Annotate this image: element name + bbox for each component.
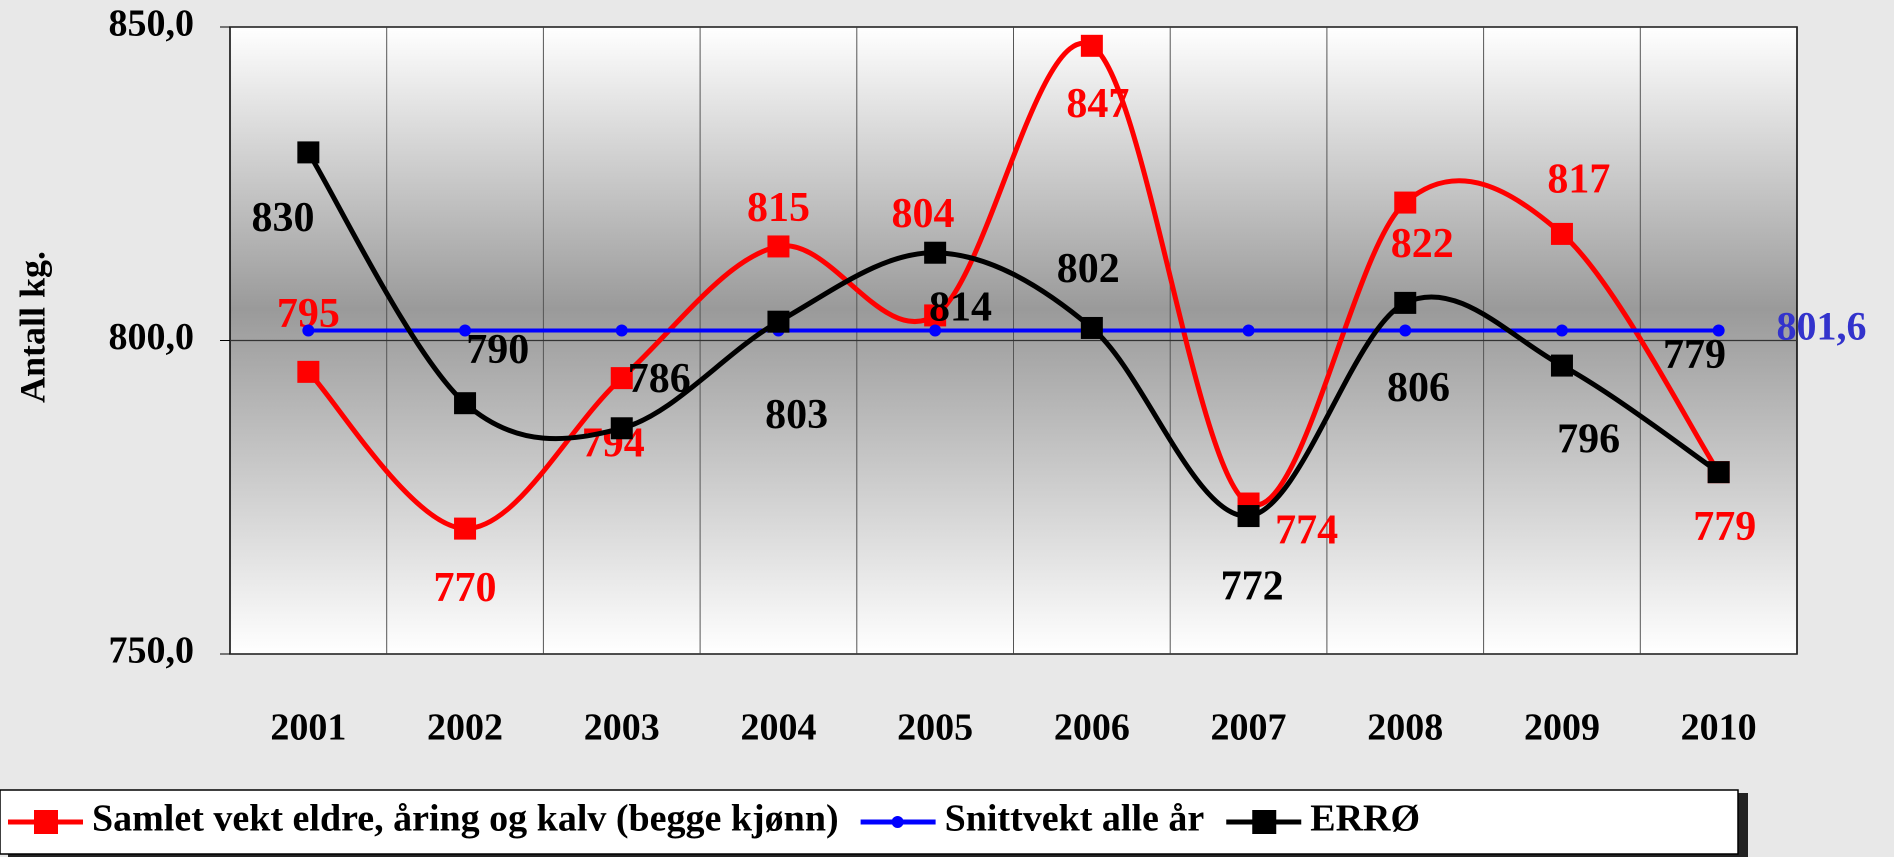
marker [1707,461,1730,484]
data-label: 779 [1663,332,1726,378]
marker [459,324,472,337]
legend-label: Samlet vekt eldre, åring og kalv (begge … [92,798,839,840]
marker [1712,324,1725,337]
data-label: 790 [466,327,529,373]
marker [297,141,320,164]
marker [297,360,320,383]
x-tick-label: 2005 [897,707,973,749]
legend-label: ERRØ [1310,798,1420,840]
marker [610,417,633,440]
x-tick-label: 2002 [427,707,503,749]
data-label: 779 [1693,504,1756,550]
marker [302,324,315,337]
data-label: 772 [1221,564,1284,610]
marker [1399,324,1412,337]
data-label: 801,6 [1777,304,1867,349]
data-label: 796 [1557,417,1620,463]
data-label: 806 [1387,365,1450,411]
x-tick-label: 2008 [1367,707,1443,749]
x-tick-label: 2006 [1054,707,1130,749]
marker [924,241,947,264]
data-label: 817 [1547,157,1610,203]
marker [1242,324,1255,337]
data-label: 804 [892,191,955,237]
data-label: 815 [747,185,810,231]
marker [615,324,628,337]
marker [767,310,790,333]
marker [1550,222,1573,245]
x-tick-label: 2007 [1211,707,1287,749]
data-label: 803 [765,392,828,438]
marker [454,392,477,415]
marker [1080,34,1103,57]
data-label: 814 [929,284,992,330]
y-tick-label: 800,0 [109,316,195,358]
data-label: 786 [628,356,691,402]
x-tick-label: 2004 [740,707,816,749]
x-tick-label: 2001 [270,707,346,749]
legend-marker [34,810,58,834]
x-tick-label: 2010 [1681,707,1757,749]
marker [610,367,633,390]
data-label: 830 [251,195,314,241]
marker [1555,324,1568,337]
marker [1394,291,1417,314]
legend-marker [1252,810,1277,834]
x-tick-label: 2009 [1524,707,1600,749]
series-line [306,151,1721,519]
marker [1080,316,1103,339]
data-label: 847 [1066,81,1129,127]
legend-marker [891,816,904,828]
marker [454,517,477,540]
x-tick-label: 2003 [584,707,660,749]
y-tick-label: 750,0 [109,630,195,672]
legend-label: Snittvekt alle år [945,798,1205,840]
data-label: 822 [1391,221,1454,267]
marker [1394,191,1417,214]
marker [1237,505,1260,528]
data-label: 770 [434,565,497,611]
marker [767,235,790,258]
data-label: 774 [1275,507,1338,553]
marker [929,324,942,337]
data-label: 802 [1057,246,1120,292]
marker [924,304,947,327]
y-tick-label: 850,0 [109,3,195,45]
y-axis-title: Antall kg. [12,251,52,403]
marker [1550,354,1573,377]
